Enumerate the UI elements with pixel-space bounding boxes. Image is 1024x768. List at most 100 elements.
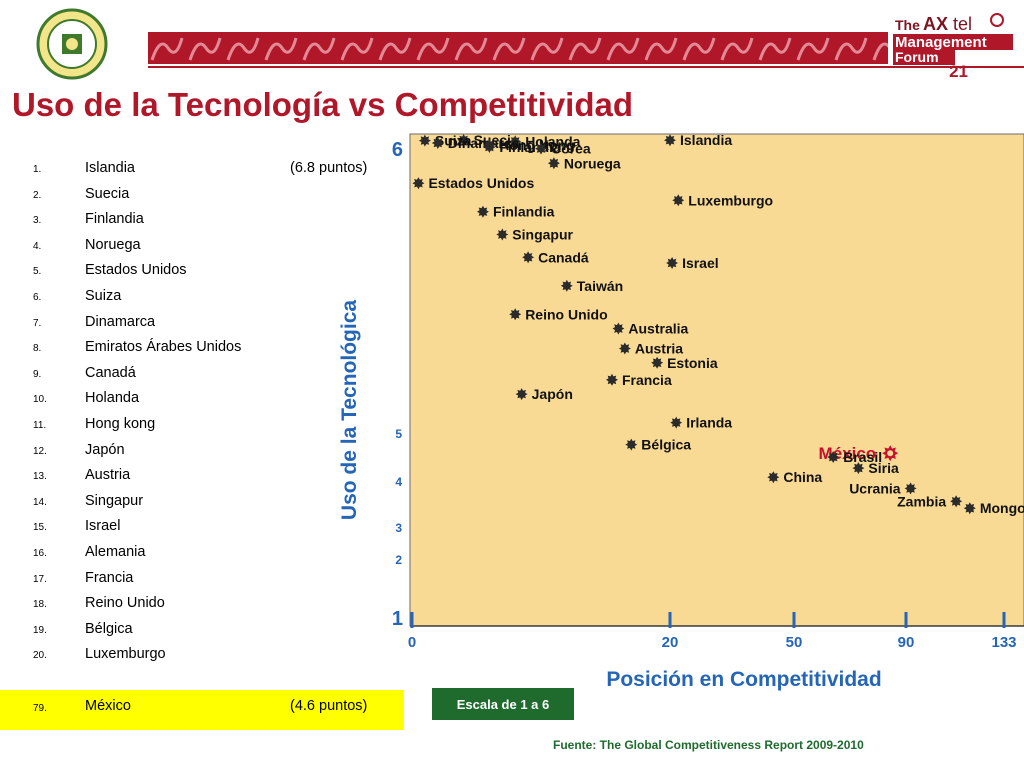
point-label: Australia	[628, 321, 688, 337]
ranking-item: 3. Finlandia	[0, 207, 404, 233]
ranking-item: 18. Reino Unido	[0, 591, 404, 617]
rank-number: 3.	[33, 215, 42, 227]
rank-country: Israel	[85, 518, 121, 535]
ranking-item: 4. Noruega	[0, 233, 404, 259]
x-axis-title: Posición en Competitividad	[606, 668, 882, 691]
university-logo	[36, 8, 108, 80]
data-point	[522, 251, 535, 264]
rank-country: Luxemburgo	[85, 646, 166, 663]
rank-country: Emiratos Árabes Unidos	[85, 339, 242, 356]
rank-number: 7.	[33, 317, 42, 329]
rank-country: Francia	[85, 569, 134, 586]
rank-country: Islandia	[85, 160, 135, 176]
x-tick-label: 90	[898, 634, 915, 651]
data-point	[483, 141, 496, 153]
data-point	[509, 308, 522, 321]
rank-country: Bélgica	[85, 620, 133, 637]
rank-country: Dinamarca	[85, 313, 156, 330]
point-label: Finlandia	[499, 139, 561, 155]
ranking-item: 11. Hong kong	[0, 412, 404, 438]
y-tick-label: 5	[395, 427, 402, 441]
rank-number: 5.	[33, 266, 42, 278]
point-label: Luxemburgo	[688, 192, 773, 208]
data-point	[651, 356, 664, 369]
ranking-item: 2. Suecia	[0, 182, 404, 208]
data-point	[412, 177, 425, 190]
data-point	[535, 142, 547, 155]
data-point	[496, 228, 509, 241]
axtel-forum-logo: The AX tel Management Forum	[893, 13, 1013, 65]
rank-country: Singapur	[85, 492, 144, 509]
data-point	[612, 322, 625, 335]
ranking-item: 15. Israel	[0, 514, 404, 540]
rank-number: 8.	[33, 343, 42, 355]
data-point	[963, 502, 976, 515]
data-point	[666, 257, 679, 269]
rank-number: 19.	[33, 624, 47, 636]
ranking-item: 9. Canadá	[0, 361, 404, 387]
page-number: 21	[949, 62, 968, 81]
y-tick-label: 3	[395, 521, 402, 535]
rank-number: 16.	[33, 547, 47, 559]
data-point	[606, 373, 618, 386]
rank-country: Holanda	[85, 390, 140, 407]
point-label: Irlanda	[686, 415, 732, 431]
ranking-item: 14. Singapur	[0, 489, 404, 515]
ranking-item: 16. Alemania	[0, 540, 404, 566]
ranking-item: 6. Suiza	[0, 284, 404, 310]
data-point	[664, 134, 676, 147]
data-point	[904, 482, 917, 495]
rank-number: 79.	[33, 703, 47, 714]
data-point	[670, 416, 683, 429]
header-banner	[148, 32, 888, 64]
svg-text:AX: AX	[923, 14, 948, 34]
y-tick-label: 1	[392, 608, 403, 630]
svg-text:Forum: Forum	[895, 49, 939, 65]
rank-country: Canadá	[85, 364, 136, 381]
rank-country: México	[85, 698, 131, 714]
point-label: Noruega	[564, 155, 621, 171]
data-point	[515, 388, 528, 401]
rank-country: Reino Unido	[85, 595, 165, 612]
data-point	[476, 205, 489, 218]
x-tick-label: 0	[408, 634, 416, 651]
point-label: Japón	[532, 386, 573, 402]
point-label: Austria	[635, 341, 683, 357]
x-tick-label: 133	[991, 634, 1016, 651]
rank-country: Suiza	[85, 287, 122, 304]
point-label: Reino Unido	[525, 306, 607, 322]
data-point	[852, 462, 865, 475]
point-label: Mongolia	[980, 500, 1024, 516]
point-label: Islandia	[680, 132, 732, 148]
header-rule	[148, 66, 1024, 68]
data-point	[625, 438, 638, 451]
rank-number: 1.	[33, 164, 42, 175]
rank-country: Suecia	[85, 185, 130, 202]
point-label: Corea	[551, 141, 591, 157]
x-tick-label: 50	[786, 634, 803, 651]
point-label: Finlandia	[493, 204, 555, 220]
svg-text:The: The	[895, 17, 920, 33]
point-label: Ucrania	[849, 480, 901, 496]
data-point	[547, 157, 560, 170]
ranking-item: 19. Bélgica	[0, 617, 404, 643]
point-label: Siria	[868, 460, 899, 476]
ranking-item: 1. Islandia (6.8 puntos)	[0, 156, 404, 182]
ranking-item: 10. Holanda	[0, 386, 404, 412]
ranking-item: 5. Estados Unidos	[0, 258, 404, 284]
point-label: Estados Unidos	[428, 175, 534, 191]
ranking-item: 12. Japón	[0, 438, 404, 464]
data-point-center	[887, 450, 894, 457]
ranking-list: 1. Islandia (6.8 puntos) 2. Suecia 3. Finlandi…	[0, 156, 404, 668]
ranking-item: 8. Emiratos Árabes Unidos	[0, 335, 404, 361]
y-tick-label: 4	[395, 475, 402, 489]
data-point	[418, 134, 431, 147]
rank-country: Alemania	[85, 543, 146, 560]
point-label: Suecia	[474, 132, 519, 148]
rank-country: Noruega	[85, 236, 141, 253]
data-point	[431, 137, 444, 149]
point-label: Estonia	[667, 355, 718, 371]
plot-area	[409, 133, 1024, 627]
rank-score: (4.6 puntos)	[290, 698, 368, 714]
rank-number: 10.	[33, 394, 47, 406]
